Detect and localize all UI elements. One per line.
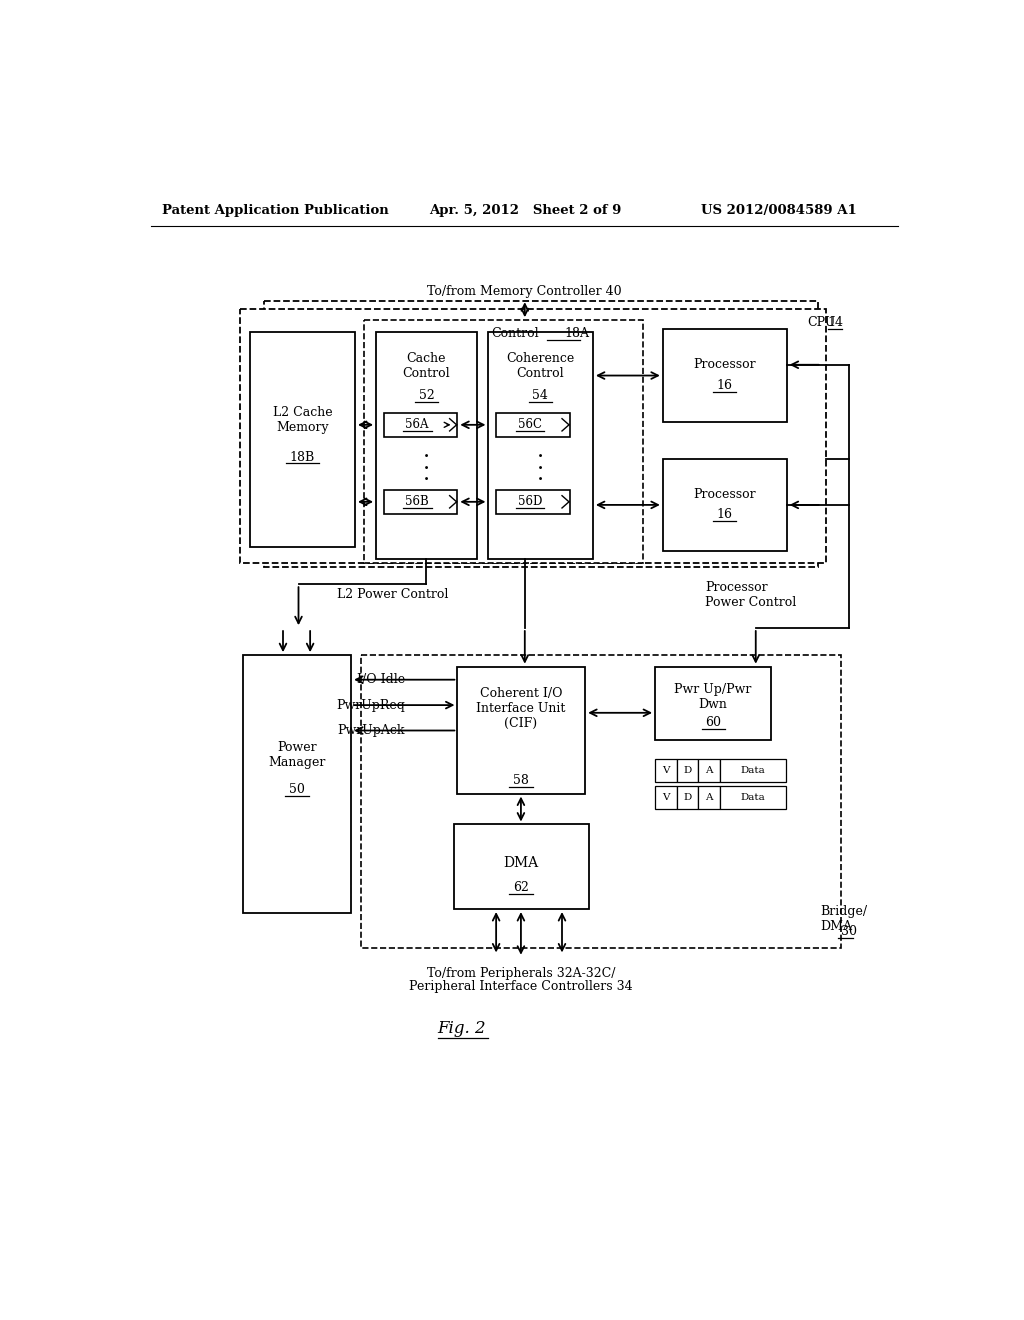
- Text: To/from Peripherals 32A-32C/: To/from Peripherals 32A-32C/: [427, 966, 615, 979]
- Text: A: A: [706, 766, 713, 775]
- Text: 54: 54: [532, 389, 548, 403]
- Text: 14: 14: [827, 315, 844, 329]
- Bar: [655, 759, 677, 781]
- Text: Data: Data: [740, 793, 765, 803]
- Text: Processor: Processor: [693, 487, 756, 500]
- Bar: [384, 490, 458, 513]
- Text: Coherent I/O
Interface Unit
(CIF): Coherent I/O Interface Unit (CIF): [476, 688, 565, 730]
- Bar: [655, 667, 771, 739]
- Text: Fig. 2: Fig. 2: [437, 1020, 485, 1038]
- Text: 60: 60: [706, 717, 721, 730]
- Text: Coherence
Control: Coherence Control: [506, 352, 574, 380]
- Text: ·: ·: [423, 446, 430, 469]
- Bar: [241, 309, 825, 562]
- Bar: [720, 785, 786, 809]
- Text: 50: 50: [289, 783, 305, 796]
- Text: Control: Control: [492, 327, 539, 341]
- Bar: [243, 655, 351, 913]
- Bar: [698, 759, 720, 781]
- Text: CPU: CPU: [808, 315, 836, 329]
- Text: Data: Data: [740, 766, 765, 775]
- Text: A: A: [706, 793, 713, 803]
- Text: 18A: 18A: [564, 327, 590, 341]
- Bar: [663, 330, 786, 422]
- Text: 56D: 56D: [518, 495, 542, 508]
- Bar: [454, 825, 589, 909]
- Text: Pwr Up/Pwr
Dwn: Pwr Up/Pwr Dwn: [675, 684, 752, 711]
- Bar: [384, 412, 458, 437]
- Text: 16: 16: [717, 379, 733, 392]
- Bar: [663, 459, 786, 552]
- Text: To/from Memory Controller 40: To/from Memory Controller 40: [427, 285, 623, 298]
- Text: D: D: [683, 793, 691, 803]
- Bar: [677, 759, 698, 781]
- Text: V: V: [663, 766, 670, 775]
- Text: ·: ·: [537, 446, 544, 469]
- Text: 52: 52: [419, 389, 434, 403]
- Text: US 2012/0084589 A1: US 2012/0084589 A1: [701, 205, 857, 218]
- Text: Peripheral Interface Controllers 34: Peripheral Interface Controllers 34: [410, 981, 633, 994]
- Text: Power
Manager: Power Manager: [268, 741, 326, 770]
- Text: L2 Power Control: L2 Power Control: [337, 589, 449, 602]
- Text: Patent Application Publication: Patent Application Publication: [162, 205, 389, 218]
- Bar: [720, 759, 786, 781]
- Text: PwrUpAck: PwrUpAck: [337, 723, 404, 737]
- Bar: [263, 301, 818, 566]
- Text: Cache
Control: Cache Control: [402, 352, 451, 380]
- Text: Processor: Processor: [693, 358, 756, 371]
- Text: 56A: 56A: [406, 418, 429, 432]
- Bar: [677, 785, 698, 809]
- Text: 58: 58: [513, 774, 528, 787]
- Bar: [365, 321, 643, 562]
- Bar: [488, 331, 593, 558]
- Text: 62: 62: [513, 880, 528, 894]
- Text: L2 Cache
Memory: L2 Cache Memory: [272, 407, 332, 434]
- Text: 56B: 56B: [406, 495, 429, 508]
- Text: ·: ·: [537, 458, 544, 479]
- Text: DMA: DMA: [504, 855, 539, 870]
- Bar: [698, 785, 720, 809]
- Bar: [655, 785, 677, 809]
- Bar: [360, 655, 841, 948]
- Text: ·: ·: [423, 470, 430, 491]
- Bar: [496, 490, 569, 513]
- Bar: [496, 412, 569, 437]
- Text: 18B: 18B: [290, 450, 315, 463]
- Bar: [376, 331, 477, 558]
- Text: 16: 16: [717, 508, 733, 521]
- Bar: [251, 331, 355, 548]
- Text: V: V: [663, 793, 670, 803]
- Text: Processor
Power Control: Processor Power Control: [706, 581, 797, 609]
- Text: I/O Idle: I/O Idle: [356, 673, 404, 686]
- Text: 56C: 56C: [518, 418, 542, 432]
- Text: Apr. 5, 2012   Sheet 2 of 9: Apr. 5, 2012 Sheet 2 of 9: [429, 205, 621, 218]
- Text: ·: ·: [423, 458, 430, 479]
- Bar: [458, 667, 586, 793]
- Text: Bridge/
DMA: Bridge/ DMA: [820, 906, 867, 933]
- Text: 30: 30: [841, 925, 857, 939]
- Text: ·: ·: [537, 470, 544, 491]
- Text: PwrUpReq: PwrUpReq: [336, 698, 404, 711]
- Text: D: D: [683, 766, 691, 775]
